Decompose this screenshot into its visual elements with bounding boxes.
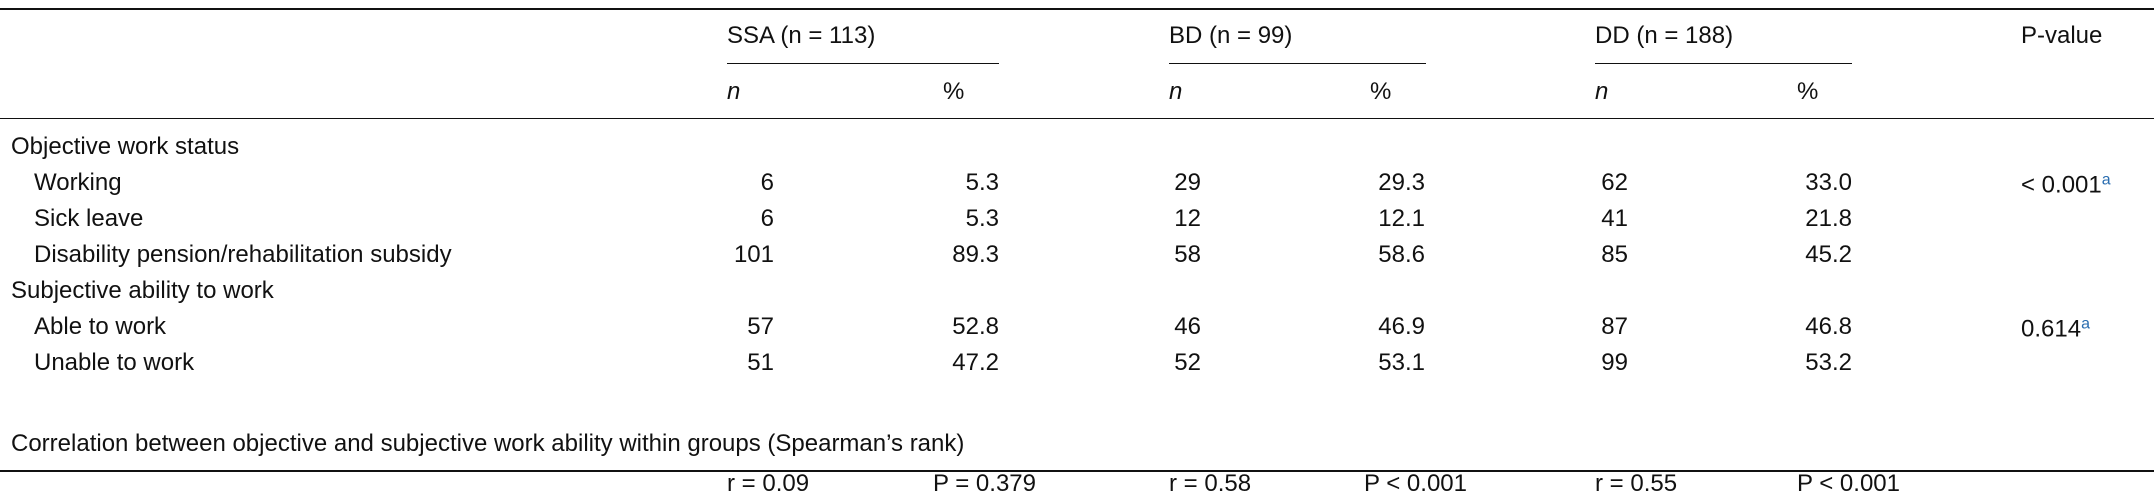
section-title: Subjective ability to work: [11, 277, 274, 304]
footnote-marker: a: [2101, 171, 2111, 189]
cell: 46.9: [1378, 313, 1425, 340]
caption-rule: [0, 470, 2154, 472]
cell: 58.6: [1378, 241, 1425, 268]
p-value: 0.614a: [2021, 311, 2090, 344]
cell: 29: [1174, 169, 1201, 196]
subheader: %: [943, 78, 965, 105]
cell: 33.0: [1805, 169, 1852, 196]
cell: 6: [760, 205, 774, 232]
cell: 53.2: [1805, 349, 1852, 376]
group-header: BD (n = 99): [1169, 22, 1293, 49]
cell: 62: [1601, 169, 1628, 196]
group-rule: [727, 63, 999, 64]
top-rule: [0, 8, 2154, 10]
correlation-stat: P < 0.001: [1797, 470, 1900, 497]
cell: 101: [733, 241, 774, 268]
correlation-stat: P = 0.379: [933, 470, 1036, 497]
cell: 51: [747, 349, 774, 376]
cell: 46.8: [1805, 313, 1852, 340]
cell: 6: [760, 169, 774, 196]
cell: 5.3: [965, 169, 999, 196]
group-rule: [1169, 63, 1426, 64]
group-header: DD (n = 188): [1595, 22, 1734, 49]
cell: 47.2: [952, 349, 999, 376]
p-header: P-value: [2021, 22, 2103, 49]
cell: 12: [1174, 205, 1201, 232]
caption: Correlation between objective and subjec…: [11, 430, 965, 457]
correlation-stat: r = 0.09: [727, 470, 810, 497]
cell: 87: [1601, 313, 1628, 340]
subheader: %: [1797, 78, 1819, 105]
cell: 85: [1601, 241, 1628, 268]
cell: 58: [1174, 241, 1201, 268]
cell: 45.2: [1805, 241, 1852, 268]
footnote-marker: a: [2081, 315, 2090, 333]
p-value: < 0.001a: [2021, 167, 2111, 200]
cell: 12.1: [1378, 205, 1425, 232]
row-label: Working: [34, 169, 122, 196]
correlation-stat: P < 0.001: [1364, 470, 1467, 497]
cell: 41: [1601, 205, 1628, 232]
p-value-text: < 0.001: [2021, 171, 2102, 199]
group-rule: [1595, 63, 1852, 64]
cell: 52.8: [952, 313, 999, 340]
subheader: n: [1595, 78, 1609, 105]
cell: 21.8: [1805, 205, 1852, 232]
row-label: Sick leave: [34, 205, 144, 232]
cell: 99: [1601, 349, 1628, 376]
cell: 29.3: [1378, 169, 1425, 196]
cell: 5.3: [965, 205, 999, 232]
group-header: SSA (n = 113): [727, 22, 876, 49]
subheader: n: [1169, 78, 1183, 105]
correlation-stat: r = 0.58: [1169, 470, 1252, 497]
cell: 57: [747, 313, 774, 340]
cell: 89.3: [952, 241, 999, 268]
correlation-stat: r = 0.55: [1595, 470, 1678, 497]
section-title: Objective work status: [11, 133, 240, 160]
row-label: Disability pension/rehabilitation subsid…: [34, 241, 452, 268]
p-value-text: 0.614: [2021, 315, 2082, 343]
row-label: Unable to work: [34, 349, 195, 376]
row-label: Able to work: [34, 313, 167, 340]
cell: 52: [1174, 349, 1201, 376]
cell: 53.1: [1378, 349, 1425, 376]
subheader: n: [727, 78, 741, 105]
cell: 46: [1174, 313, 1201, 340]
subheader: %: [1370, 78, 1392, 105]
header-rule: [0, 118, 2154, 119]
